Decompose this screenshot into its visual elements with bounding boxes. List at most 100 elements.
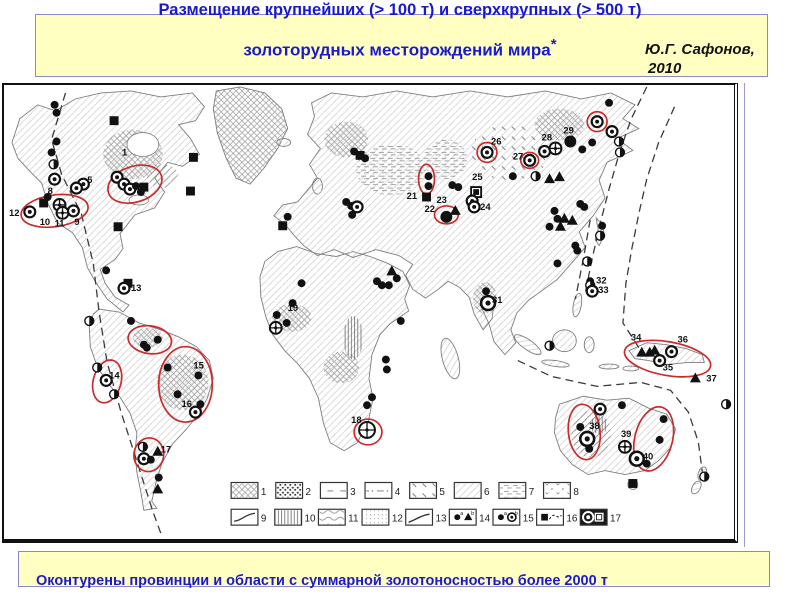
deposit-marker-r [188,405,202,419]
island-iceland [276,138,292,147]
deposit-marker-s [628,479,638,488]
island-philippines [572,292,583,318]
deposit-marker-d [126,316,135,325]
legend-item-14: a b 14 [448,508,491,526]
svg-text:b: b [515,511,518,517]
gold-province-ellipse [107,164,163,204]
deposit-marker-d [598,221,607,230]
legend-number: 5 [439,487,445,498]
island-borneo [552,329,577,353]
deposit-marker-s [188,152,198,162]
deposit-marker-cr [548,141,563,156]
gold-province-ellipse [632,405,675,472]
deposit-marker-bs [470,186,483,199]
svg-text:a: a [460,511,464,517]
deposit-marker-t [553,171,565,182]
deposit-marker-d [424,172,433,181]
deposit-marker-br [578,430,596,448]
deposit-marker-t [649,344,661,355]
legend-item-13: 13 [405,508,447,526]
deposit-number: 21 [407,190,417,201]
deposit-marker-r [48,172,62,186]
deposit-marker-r [664,345,679,359]
deposit-marker-d [384,281,393,290]
deposit-marker-d [381,355,390,364]
title-box [35,14,768,77]
deposit-marker-t [449,204,461,215]
deposit-number: 24 [480,201,491,212]
deposit-marker-bcr [358,421,376,439]
deposit-number: 9 [74,216,79,227]
deposit-marker-h [48,159,59,170]
deposit-marker-d [368,393,376,402]
continent-africa [259,246,411,452]
gold-province-ellipse [127,324,173,355]
deposit-number: 28 [542,132,552,143]
legend-number: 10 [305,514,317,525]
deposit-number: 25 [472,171,482,182]
plate-boundary [584,86,648,294]
deposit-number: 23 [436,194,446,205]
legend-item-6: 6 [453,481,490,499]
deposit-marker-r [117,281,131,295]
deposit-number: 32 [596,274,606,285]
deposit-marker-d [392,274,401,283]
deposit-marker-t [386,265,398,276]
deposit-marker-d [146,455,155,464]
deposit-marker-s [278,221,288,231]
deposit-marker-d [363,401,371,410]
deposit-marker-br [479,294,497,312]
deposit-marker-r [653,354,667,368]
deposit-marker-s [113,222,123,232]
deposit-marker-d [142,343,151,352]
deposit-marker-d [578,145,587,154]
deposit-number: 19 [288,302,298,313]
deposit-number: 10 [40,216,50,227]
deposit-markers [23,98,732,494]
legend-number: 6 [484,487,490,498]
deposit-marker-d [272,311,281,319]
legend-item-7: 7 [498,481,535,499]
deposit-marker-h [84,315,95,327]
deposit-marker-r [350,200,364,214]
attribution-author: Ю.Г. Сафонов, [645,41,755,58]
legend-number: 7 [529,487,535,498]
deposit-marker-h [614,147,626,158]
deposit-marker-r [523,153,537,167]
legend-item-9: 9 [230,508,267,526]
deposit-marker-t [554,220,566,231]
deposit-marker-d [154,473,163,482]
deposit-marker-r [467,200,481,214]
legend-item-16: 16 [536,508,578,526]
deposit-marker-d [282,318,291,327]
deposit-marker-d [545,222,554,231]
deposit-marker-s [186,186,195,196]
legend-item-4: 4 [364,481,401,499]
gold-province-ellipse [476,141,498,164]
title-asterisk: * [550,36,557,53]
gold-province-ellipse [623,339,712,378]
svg-text:b: b [471,511,474,517]
deposit-marker-h [108,389,120,400]
island-sumatra [513,334,542,356]
deposit-marker-d [605,98,614,107]
gold-province-ellipse [353,418,383,446]
deposit-marker-d [377,281,386,290]
deposit-marker-d [173,390,182,399]
island-timor [622,365,640,372]
legend-number: 15 [523,514,535,525]
deposit-marker-d [573,246,582,255]
slide-accent-line [744,83,745,547]
island-madagascar [440,337,461,380]
legend-item-15: a b 15 [492,508,535,526]
deposit-marker-d [642,459,651,468]
deposit-marker-d [508,172,517,181]
deposit-marker-r [66,204,80,218]
deposit-marker-d [194,371,203,380]
deposit-marker-d [655,435,664,444]
deposit-marker-t [558,212,570,223]
deposit-marker-h [544,340,555,351]
deposit-number: 38 [589,420,599,431]
